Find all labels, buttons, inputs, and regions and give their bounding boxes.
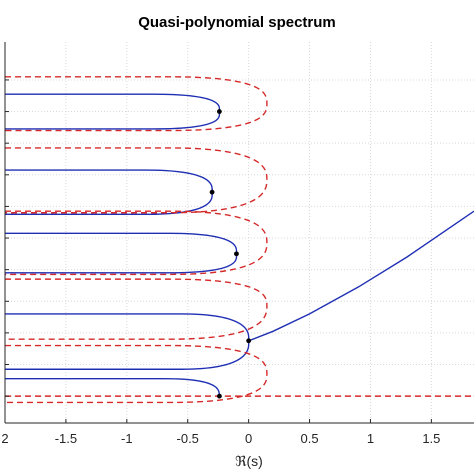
grid	[4, 42, 474, 423]
x-axis-label: ℜ(s)	[235, 453, 263, 469]
solid-curve	[5, 232, 238, 274]
dashed-curve	[5, 76, 268, 132]
root-point	[234, 251, 239, 257]
dashed-curve	[5, 147, 268, 214]
x-tick-label: 0.5	[301, 431, 319, 446]
curves	[5, 76, 474, 404]
chart-title: Quasi-polynomial spectrum	[138, 14, 336, 31]
axes: 2 -1.5 -1 -0.5 0 0.5 1 1.5	[1, 42, 474, 446]
x-tick-label: 1	[367, 431, 374, 446]
dashed-curve	[5, 210, 268, 276]
x-tick-label: 2	[1, 431, 8, 446]
x-tick-label: 1.5	[422, 431, 440, 446]
root-point	[217, 109, 222, 114]
x-tick-label: 0	[245, 431, 252, 446]
x-tick-label: -1.5	[55, 431, 77, 446]
dashed-curve	[5, 278, 268, 340]
right-branch-curve	[248, 210, 474, 342]
root-point	[217, 393, 222, 399]
root-point	[246, 338, 252, 344]
dashed-curve	[5, 344, 268, 404]
roots	[209, 109, 252, 399]
x-tick-label: -0.5	[177, 431, 199, 446]
root-point	[209, 189, 215, 195]
x-tick-label: -1	[121, 431, 133, 446]
solid-curve	[5, 169, 213, 216]
